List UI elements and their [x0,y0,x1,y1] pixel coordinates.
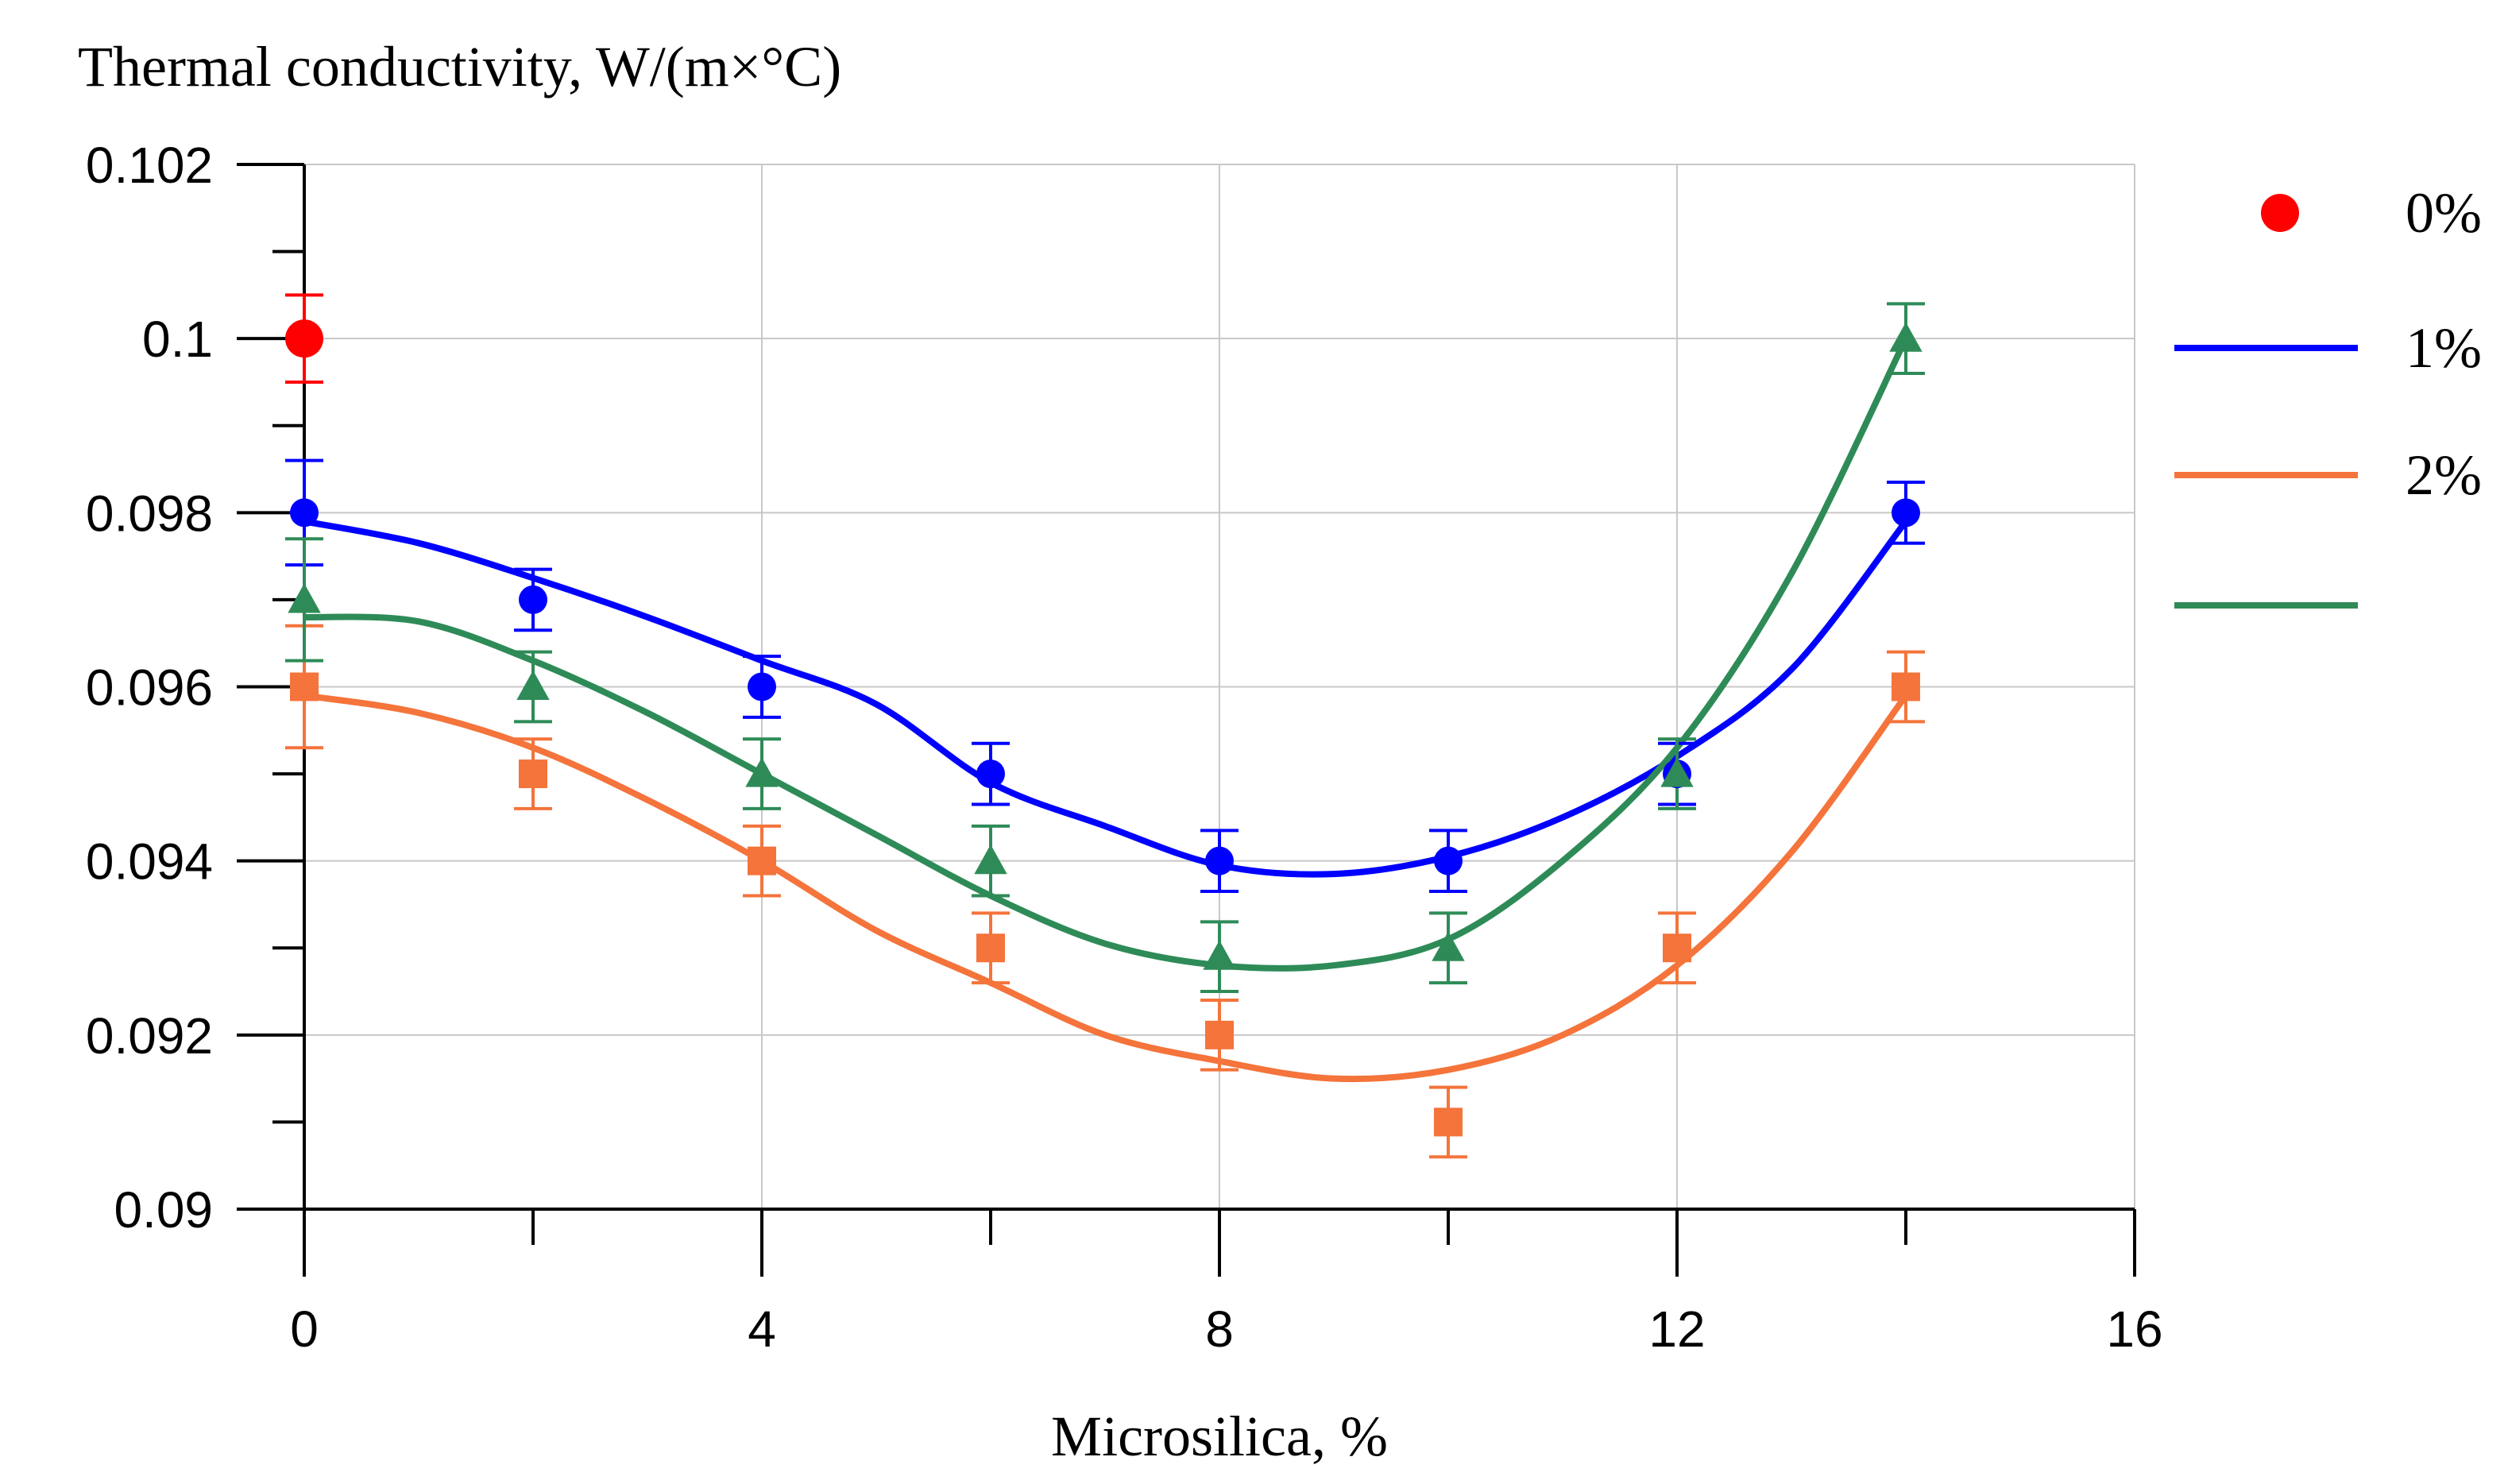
y-axis-title: Thermal conductivity, W/(m×°C) [78,35,841,99]
series-0-point [285,319,323,358]
x-tick-label: 0 [290,1300,319,1358]
legend-label-2: 2% [2406,443,2482,507]
series-3-point [1203,940,1236,970]
y-tick-label: 0.09 [114,1181,213,1239]
x-axis-title: Microsilica, % [1051,1405,1388,1468]
x-tick-label: 8 [1205,1300,1234,1358]
series-2-point [1434,1107,1463,1137]
series-1-point [290,498,319,528]
error-bars [285,293,1925,1159]
x-tick-label: 4 [748,1300,776,1358]
y-tick-label: 0.1 [142,311,213,368]
series-3-point [1660,757,1694,787]
legend-label-0: 0% [2406,181,2482,245]
series-1-point [976,759,1005,789]
series-2-point [976,933,1005,963]
series-3-point [745,757,779,787]
legend: 0% 1% 2% [2174,181,2482,609]
series-2-point [290,672,319,701]
axis-labels: 0.09 0.092 0.094 0.096 0.098 0.1 0.102 0 4 8 12 16 T… [78,35,2163,1468]
series-3-fit-line [303,337,1909,972]
series-2-point [1663,933,1691,963]
series-1-point [1205,846,1234,875]
series-2-point [1205,1020,1234,1049]
y-tick-label: 0.096 [86,659,213,717]
series-2-point [748,846,776,875]
x-tick-label: 12 [1648,1300,1705,1358]
y-tick-label: 0.102 [86,137,213,194]
series-2-point [519,759,547,789]
y-tick-label: 0.098 [86,485,213,542]
y-tick-label: 0.092 [86,1007,213,1065]
x-tick-label: 16 [2106,1300,2162,1358]
legend-label-1: 1% [2406,316,2482,380]
data-markers [285,319,1923,1137]
series-3-point [516,670,550,701]
series-1-point [519,585,547,614]
series-3-point [1889,322,1923,352]
series-1-point [1892,498,1920,528]
fit-curves [303,337,1909,1083]
series-3-point [1432,931,1465,961]
series-2-fit-line [303,692,1909,1083]
series-1-point [1434,846,1463,875]
y-tick-label: 0.094 [86,833,213,891]
series-2-point [1892,672,1920,701]
legend-marker-0 [2261,194,2299,232]
series-3-point [288,583,321,613]
series-3-point [974,844,1007,875]
series-1-point [748,672,776,701]
